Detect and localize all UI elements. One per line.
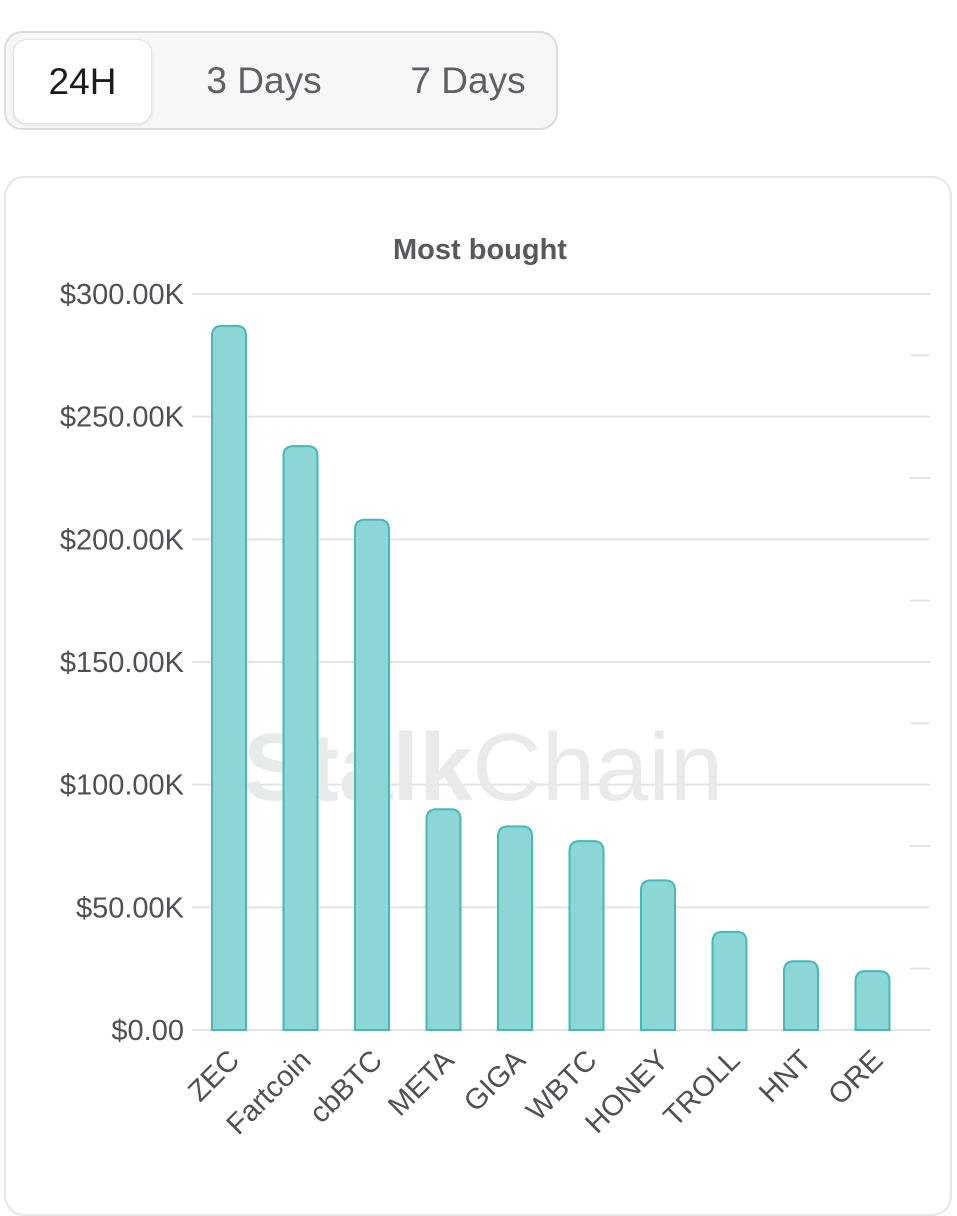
chart-card: StalkChain $0.00$50.00K$100.00K$150.00K$… [4, 176, 952, 1216]
y-tick-label: $200.00K [60, 524, 185, 556]
x-tick-label: GIGA [458, 1044, 532, 1118]
x-tick-label: cbBTC [304, 1044, 389, 1129]
y-tick-label: $0.00 [111, 1015, 184, 1047]
bar-giga[interactable] [497, 825, 533, 1031]
y-tick-label: $50.00K [76, 892, 185, 924]
x-tick-label: ZEC [182, 1044, 246, 1108]
bar-cbbtc[interactable] [354, 518, 390, 1031]
bar-wbtc[interactable] [568, 840, 605, 1031]
y-tick-label: $300.00K [60, 279, 185, 311]
y-tick-label: $100.00K [60, 770, 185, 802]
bar-meta[interactable] [425, 808, 462, 1031]
y-tick-label: $250.00K [60, 402, 185, 434]
bar-ore[interactable] [854, 970, 891, 1031]
bar-hnt[interactable] [783, 960, 819, 1031]
tab-7-days[interactable]: 7 Days [410, 60, 526, 101]
x-tick-label: TROLL [658, 1044, 747, 1133]
bar-honey[interactable] [640, 879, 676, 1031]
chart-title: Most bought [393, 234, 567, 266]
bar-zec[interactable] [211, 324, 247, 1031]
y-tick-label: $150.00K [60, 647, 185, 679]
bar-troll[interactable] [711, 930, 748, 1031]
x-tick-label: ORE [822, 1044, 889, 1111]
x-tick-label: HNT [753, 1044, 818, 1109]
most-bought-chart: StalkChain $0.00$50.00K$100.00K$150.00K$… [60, 234, 930, 1141]
tab-3-days[interactable]: 3 Days [206, 60, 322, 101]
bar-fartcoin[interactable] [282, 445, 319, 1031]
watermark-light: Chain [472, 714, 723, 821]
tab-24h[interactable]: 24H [13, 39, 152, 124]
x-tick-label: META [382, 1044, 461, 1123]
timeframe-tabs: 24H 3 Days 7 Days [4, 31, 558, 130]
